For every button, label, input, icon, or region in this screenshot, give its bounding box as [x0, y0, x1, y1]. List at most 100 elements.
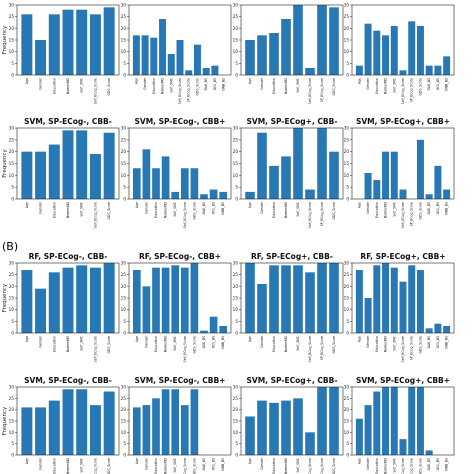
y-tick-label: 25 — [344, 272, 350, 277]
bar — [373, 180, 381, 199]
x-tick-label: SP_ECog_Score — [410, 78, 414, 102]
bar — [161, 267, 170, 333]
bar — [35, 40, 47, 75]
y-tick-label: 25 — [121, 396, 127, 401]
x-tick-label: Gender — [39, 77, 43, 89]
x-tick-label: DAK_BS — [427, 336, 431, 348]
x-tick-label: ONB_BS — [221, 202, 225, 215]
bar — [390, 26, 398, 75]
x-tick-label: NamesMD — [384, 77, 388, 94]
bar — [141, 35, 149, 75]
bar — [219, 191, 228, 199]
x-tick-label: GDS_Score — [418, 202, 422, 220]
bar — [76, 389, 88, 455]
bar — [317, 387, 327, 455]
y-tick-label: 20 — [121, 284, 127, 289]
x-tick-label: Age — [248, 458, 252, 464]
x-tick-label: OCL_BS — [436, 458, 440, 470]
bar — [399, 439, 407, 455]
y-tick-label: 10 — [233, 307, 239, 312]
bar — [76, 9, 88, 76]
x-tick-label: Education — [154, 336, 158, 352]
bar — [21, 14, 33, 76]
x-tick-label: Age — [135, 202, 139, 208]
y-tick-label: 5 — [11, 185, 14, 190]
bar — [408, 265, 416, 333]
x-tick-label: GDS_Score — [332, 78, 336, 96]
x-tick-label: Gender — [260, 335, 264, 347]
bar — [180, 267, 189, 333]
bar — [329, 263, 339, 333]
x-tick-label: Gender — [144, 335, 148, 347]
x-tick-label: NamesMD — [164, 457, 168, 474]
x-tick-label: SP_ECog_Score — [320, 336, 324, 360]
y-tick-label: 0 — [11, 197, 14, 202]
x-tick-label: Age — [135, 458, 139, 464]
bar — [152, 398, 160, 455]
y-tick-label: 20 — [9, 149, 15, 154]
x-tick-label: Self_ECog_Score — [93, 336, 97, 362]
plot-frame — [128, 386, 232, 456]
y-tick-label: 30 — [233, 261, 239, 266]
x-tick-label: Age — [357, 458, 361, 464]
x-tick-label: Age — [248, 78, 252, 84]
bar — [425, 328, 433, 333]
x-tick-label: GDS_Score — [107, 458, 111, 474]
chart-title: SVM, SP-ECog-, CBB- — [24, 117, 112, 126]
bar — [425, 65, 433, 75]
y-tick-label: 10 — [344, 307, 350, 312]
y-tick-label: 0 — [11, 73, 14, 78]
y-tick-label: 25 — [9, 137, 15, 142]
bar — [76, 130, 88, 199]
x-tick-label: Age — [248, 202, 252, 208]
y-tick-label: 30 — [9, 126, 15, 131]
x-tick-label: Age — [25, 202, 29, 208]
y-tick-label: 15 — [121, 38, 127, 43]
bar — [161, 156, 170, 199]
plot-frame — [240, 4, 344, 76]
y-tick-label: 10 — [121, 307, 127, 312]
bar — [171, 191, 180, 199]
y-tick-label: 20 — [9, 26, 15, 31]
x-tick-label: Age — [357, 78, 361, 84]
x-tick-label: NamesMD — [384, 457, 388, 474]
bar — [132, 407, 141, 455]
x-tick-label: ONB_BS — [445, 458, 449, 471]
x-tick-label: Self_SMC — [169, 77, 173, 92]
bar — [103, 7, 115, 75]
bar — [132, 35, 140, 75]
x-tick-label: Age — [134, 78, 138, 84]
y-tick-label: 20 — [344, 149, 350, 154]
bar — [305, 432, 315, 455]
y-tick-label: 15 — [121, 419, 127, 424]
x-tick-label: NamesMD — [284, 335, 288, 352]
x-tick-label: Gender — [143, 77, 147, 89]
x-tick-label: DAK_BS — [202, 336, 206, 348]
y-tick-label: 20 — [233, 149, 239, 154]
x-tick-label: Gender — [260, 201, 264, 213]
chart-title: RF, SP-ECog-, CBB- — [29, 252, 108, 261]
bar — [211, 65, 219, 75]
y-tick-label: 15 — [233, 296, 239, 301]
y-tick-label: 30 — [344, 261, 350, 266]
y-tick-label: 25 — [344, 14, 350, 19]
y-tick-label: 10 — [121, 49, 127, 54]
x-tick-label: GDS_Score — [418, 78, 422, 96]
x-tick-label: Self_ECog_Score — [401, 458, 405, 474]
x-tick-label: Education — [375, 336, 379, 352]
y-tick-label: 30 — [9, 385, 15, 390]
x-tick-label: Self_SMC — [392, 77, 396, 92]
chart-title: SVM, SP-ECog+, CBB+ — [356, 376, 450, 385]
y-tick-label: 20 — [344, 26, 350, 31]
plot-frame — [351, 4, 455, 76]
y-tick-label: 20 — [121, 407, 127, 412]
y-tick-label: 0 — [346, 197, 349, 202]
y-tick-label: 0 — [235, 197, 238, 202]
y-tick-label: 5 — [235, 185, 238, 190]
bar — [364, 405, 372, 455]
y-tick-label: 25 — [9, 396, 15, 401]
chart-title: SVM, SP-ECog+, CBB- — [247, 117, 338, 126]
bar — [425, 450, 433, 455]
bar — [171, 265, 180, 333]
bar — [48, 144, 60, 199]
